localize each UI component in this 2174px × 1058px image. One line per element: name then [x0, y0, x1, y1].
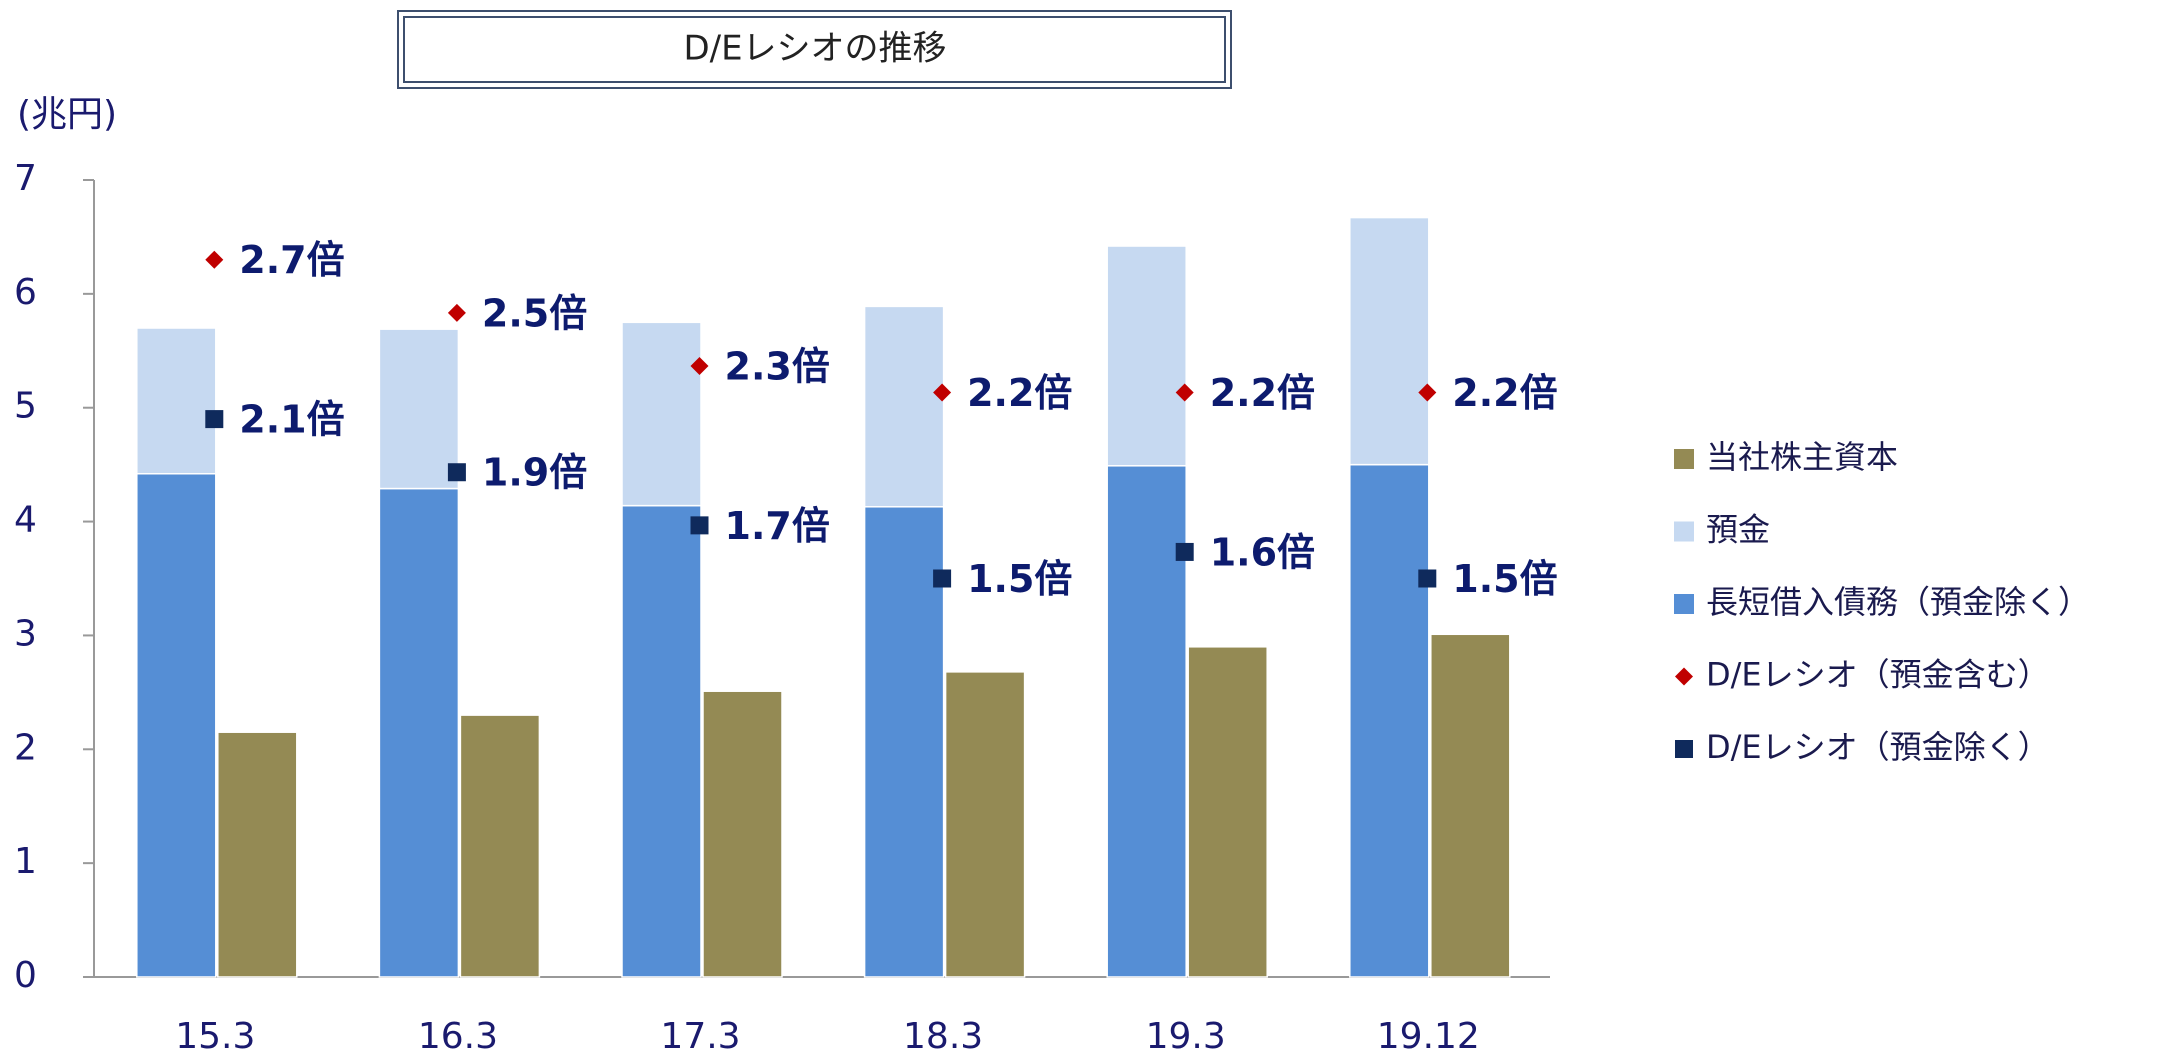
bar [1106, 465, 1187, 978]
y-tick-label: 4 [14, 500, 37, 541]
bar [136, 473, 217, 978]
data-label: 1.9倍 [482, 451, 587, 495]
bar [1106, 245, 1187, 467]
x-tick-label: 19.12 [1377, 1016, 1480, 1057]
y-tick-label: 5 [14, 386, 37, 427]
ratio-marker [1175, 383, 1194, 402]
ratio-marker [933, 569, 952, 588]
bar [136, 327, 217, 475]
data-label: 1.6倍 [1210, 530, 1315, 574]
legend-label: D/Eレシオ（預金除く） [1706, 728, 2050, 766]
legend-marker [1674, 594, 1694, 614]
legend-label: 預金 [1706, 511, 1770, 549]
data-label: 1.5倍 [967, 557, 1072, 601]
data-label: 2.2倍 [967, 371, 1072, 415]
y-axis-label: (兆円) [17, 94, 117, 135]
legend-label: 長短借入債務（預金除く） [1706, 583, 2090, 621]
x-tick-label: 19.3 [1146, 1016, 1226, 1057]
bar [378, 487, 460, 978]
bar [217, 731, 298, 978]
bar [1430, 633, 1511, 978]
y-tick-label: 7 [14, 158, 37, 199]
ratio-marker [447, 303, 466, 322]
legend-marker [1674, 521, 1694, 542]
ratio-marker [205, 410, 224, 429]
data-label: 1.7倍 [725, 504, 830, 548]
y-tick-label: 6 [14, 272, 37, 313]
bar [1349, 216, 1430, 466]
data-label: 2.5倍 [482, 291, 587, 335]
bar [863, 506, 945, 978]
ratio-marker [690, 356, 709, 375]
x-tick-label: 17.3 [660, 1016, 740, 1057]
x-tick-label: 18.3 [903, 1016, 983, 1057]
y-tick-label: 1 [14, 841, 37, 882]
data-label: 2.2倍 [1210, 371, 1315, 415]
ratio-marker [690, 516, 709, 535]
ratio-marker [1175, 542, 1194, 561]
ratio-marker [447, 463, 466, 482]
bar [1187, 646, 1268, 978]
bar [621, 504, 702, 978]
chart-title: D/Eレシオの推移 [683, 29, 946, 69]
data-label: 1.5倍 [1452, 557, 1557, 601]
ratio-marker [1418, 569, 1437, 588]
bar [378, 328, 460, 490]
x-tick-label: 15.3 [175, 1016, 255, 1057]
y-tick-label: 3 [14, 613, 37, 654]
y-tick-label: 0 [14, 955, 37, 996]
ratio-marker [1418, 383, 1437, 402]
y-tick-label: 2 [14, 727, 37, 768]
legend-marker [1675, 740, 1693, 758]
bar [1349, 463, 1430, 978]
data-label: 2.2倍 [1452, 371, 1557, 415]
bar [459, 714, 541, 978]
legend-marker [1674, 449, 1694, 469]
title-box-outer [397, 10, 1232, 89]
bar [702, 690, 783, 978]
bar [944, 671, 1026, 978]
legend-marker [1675, 667, 1693, 686]
legend-label: 当社株主資本 [1706, 438, 1898, 476]
legend-label: D/Eレシオ（預金含む） [1706, 656, 2050, 694]
x-tick-label: 16.3 [418, 1016, 498, 1057]
bar [863, 305, 945, 508]
ratio-marker [205, 250, 224, 269]
data-label: 2.7倍 [239, 238, 344, 282]
bar [621, 321, 702, 507]
data-label: 2.1倍 [239, 398, 344, 442]
ratio-marker [933, 383, 952, 402]
title-box-inner [403, 16, 1226, 83]
data-label: 2.3倍 [725, 344, 830, 388]
